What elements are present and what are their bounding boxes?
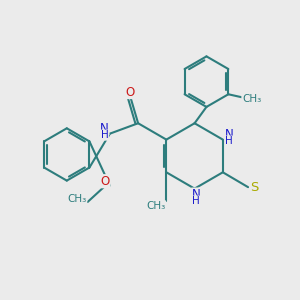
Text: H: H <box>100 130 108 140</box>
Text: S: S <box>250 181 258 194</box>
Text: CH₃: CH₃ <box>68 194 87 204</box>
Text: H: H <box>192 196 200 206</box>
Text: N: N <box>225 128 234 141</box>
Text: O: O <box>125 85 135 98</box>
Text: O: O <box>101 175 110 188</box>
Text: N: N <box>192 188 200 201</box>
Text: H: H <box>226 136 233 146</box>
Text: CH₃: CH₃ <box>242 94 261 104</box>
Text: CH₃: CH₃ <box>146 201 166 211</box>
Text: N: N <box>100 122 109 135</box>
